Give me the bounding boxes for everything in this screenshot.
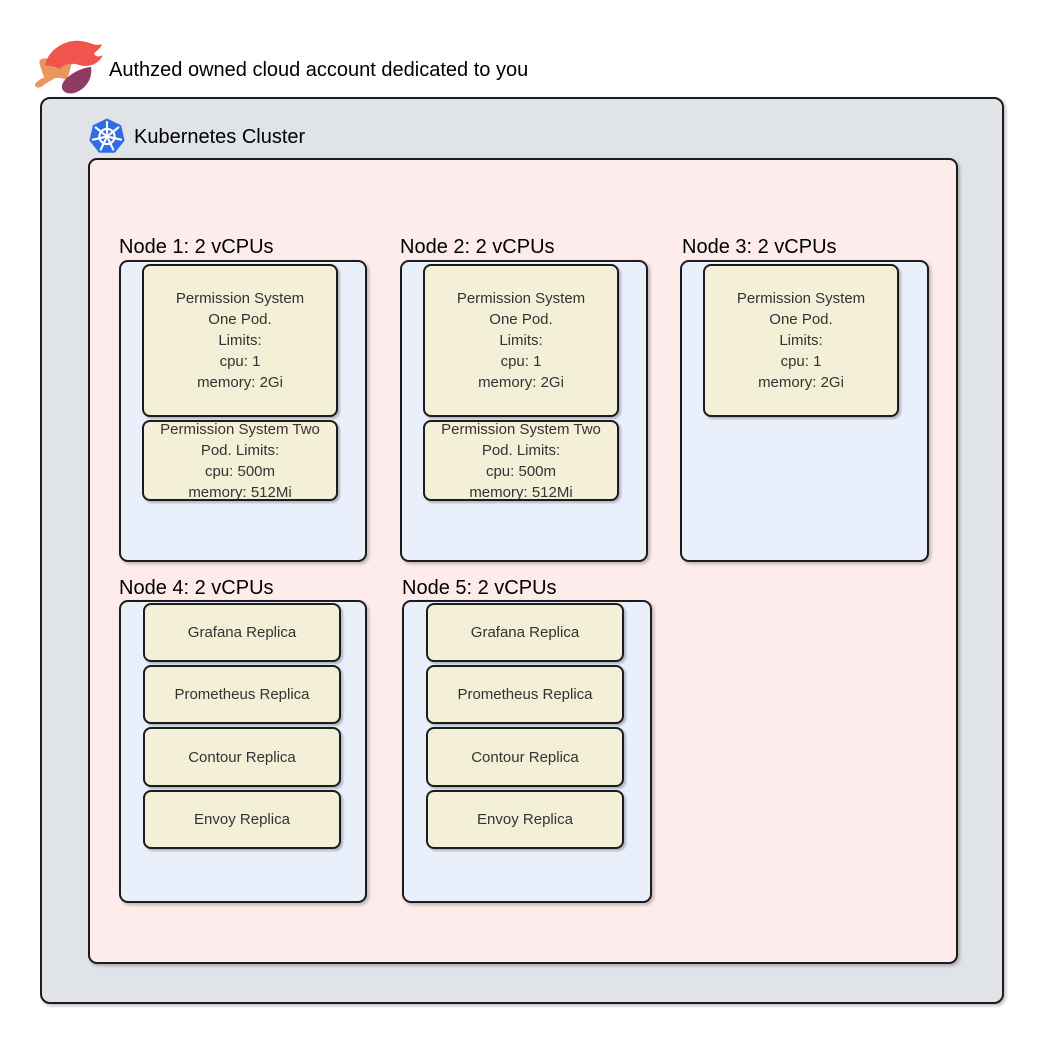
kubernetes-helm-hub <box>104 134 110 139</box>
node-1-box: Permission System One Pod. Limits: cpu: … <box>119 260 367 562</box>
node-2-box: Permission System One Pod. Limits: cpu: … <box>400 260 648 562</box>
pod-text: Contour Replica <box>471 748 579 766</box>
node-4-box: Grafana Replica Prometheus Replica Conto… <box>119 600 367 903</box>
authzed-red-shape <box>45 40 103 69</box>
authzed-orange-tail <box>34 76 57 88</box>
node-4-label: Node 4: 2 vCPUs <box>119 577 274 599</box>
header-title: Authzed owned cloud account dedicated to… <box>109 59 529 81</box>
pod-text: Envoy Replica <box>477 811 573 828</box>
node-5-label: Node 5: 2 vCPUs <box>402 577 557 599</box>
node-2-label: Node 2: 2 vCPUs <box>400 236 555 258</box>
kubernetes-cluster-box: Node 1: 2 vCPUs Permission System One Po… <box>88 158 958 964</box>
pod-text: Contour Replica <box>188 748 296 766</box>
pod-grafana-replica: Grafana Replica <box>143 603 341 662</box>
authzed-plum-shape <box>61 67 92 94</box>
pod-text: Permission System One Pod. Limits: cpu: … <box>736 290 866 391</box>
pod-permission-system-one: Permission System One Pod. Limits: cpu: … <box>423 264 619 417</box>
pod-text: Grafana Replica <box>470 624 580 641</box>
pod-permission-system-one: Permission System One Pod. Limits: cpu: … <box>703 264 899 417</box>
pod-text: Grafana Replica <box>187 624 297 641</box>
node-3-label: Node 3: 2 vCPUs <box>682 236 837 258</box>
pod-text: Prometheus Replica <box>457 686 593 703</box>
pod-text: Permission System One Pod. Limits: cpu: … <box>456 290 586 391</box>
node-1-label: Node 1: 2 vCPUs <box>119 236 274 258</box>
pod-text: Permission System One Pod. Limits: cpu: … <box>175 290 305 391</box>
pod-text: Prometheus Replica <box>174 686 310 703</box>
pod-text: Permission System Two Pod. Limits: cpu: … <box>160 420 320 501</box>
pod-permission-system-one: Permission System One Pod. Limits: cpu: … <box>142 264 338 417</box>
node-3-box: Permission System One Pod. Limits: cpu: … <box>680 260 929 562</box>
kubernetes-icon <box>89 118 125 153</box>
pod-prometheus-replica: Prometheus Replica <box>426 665 624 724</box>
pod-contour-replica: Contour Replica <box>426 727 624 787</box>
pod-grafana-replica: Grafana Replica <box>426 603 624 662</box>
pod-prometheus-replica: Prometheus Replica <box>143 665 341 724</box>
pod-text: Envoy Replica <box>194 811 290 828</box>
kubernetes-helm-wheel <box>91 120 123 151</box>
pod-text: Permission System Two Pod. Limits: cpu: … <box>441 420 601 501</box>
pod-permission-system-two: Permission System Two Pod. Limits: cpu: … <box>423 420 619 501</box>
cluster-title: Kubernetes Cluster <box>134 126 306 148</box>
pod-contour-replica: Contour Replica <box>143 727 341 787</box>
node-5-box: Grafana Replica Prometheus Replica Conto… <box>402 600 652 903</box>
pod-permission-system-two: Permission System Two Pod. Limits: cpu: … <box>142 420 338 501</box>
pod-envoy-replica: Envoy Replica <box>426 790 624 849</box>
pod-envoy-replica: Envoy Replica <box>143 790 341 849</box>
authzed-logo-icon <box>34 40 103 94</box>
